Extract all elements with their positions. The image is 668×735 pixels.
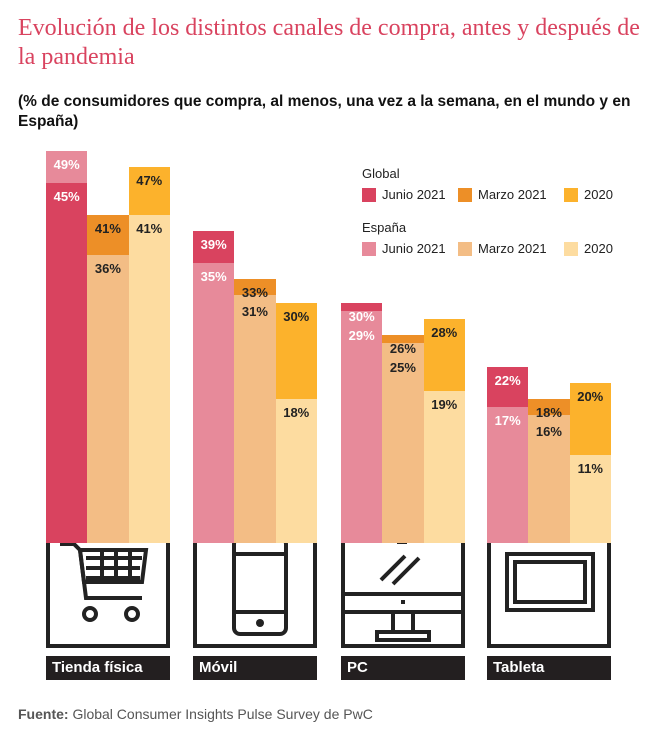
category-label: Tableta bbox=[487, 656, 611, 680]
bar-spain bbox=[487, 407, 529, 543]
bar-spain bbox=[569, 455, 611, 543]
bar-spain bbox=[341, 311, 383, 543]
category-label: Tienda física bbox=[46, 656, 170, 680]
legend-label: Junio 2021 bbox=[382, 241, 446, 256]
legend-item: Marzo 2021 bbox=[458, 241, 547, 256]
legend-item: 2020 bbox=[564, 187, 613, 202]
category-label: PC bbox=[341, 656, 465, 680]
bar-spain bbox=[87, 255, 129, 543]
legend-label: Junio 2021 bbox=[382, 187, 446, 202]
legend-label: 2020 bbox=[584, 187, 613, 202]
data-label-global: 45% bbox=[53, 189, 80, 204]
legend-global-heading: Global bbox=[362, 166, 400, 181]
legend-item: 2020 bbox=[564, 241, 613, 256]
legend-swatch bbox=[362, 241, 376, 256]
data-label-global: 30% bbox=[348, 309, 375, 324]
legend-item: Junio 2021 bbox=[362, 241, 446, 256]
bar-spain bbox=[128, 215, 170, 543]
data-label-global: 20% bbox=[577, 389, 604, 404]
data-label-spain: 41% bbox=[136, 221, 163, 236]
data-label-spain: 16% bbox=[535, 424, 562, 439]
legend-swatch bbox=[362, 187, 376, 202]
bar-spain bbox=[193, 263, 235, 543]
legend-swatch bbox=[458, 241, 472, 256]
data-label-spain: 18% bbox=[283, 405, 310, 420]
data-label-spain: 31% bbox=[241, 304, 268, 319]
category-label: Móvil bbox=[193, 656, 317, 680]
bar-spain bbox=[423, 391, 465, 543]
legend-label: Marzo 2021 bbox=[478, 241, 547, 256]
chart-title: Evolución de los distintos canales de co… bbox=[18, 15, 640, 70]
data-label-global: 26% bbox=[389, 341, 416, 356]
data-label-global: 33% bbox=[241, 285, 268, 300]
source-text: Global Consumer Insights Pulse Survey de… bbox=[68, 706, 373, 722]
data-label-spain: 19% bbox=[431, 397, 458, 412]
bar-global bbox=[46, 183, 88, 543]
data-label-global: 47% bbox=[136, 173, 163, 188]
data-label-global: 18% bbox=[535, 405, 562, 420]
data-label-global: 28% bbox=[431, 325, 458, 340]
legend-swatch bbox=[564, 187, 578, 202]
data-label-spain: 29% bbox=[348, 328, 375, 343]
data-label-spain: 11% bbox=[577, 461, 603, 476]
data-label-global: 39% bbox=[200, 237, 227, 252]
data-label-spain: 36% bbox=[94, 261, 121, 276]
bar-spain bbox=[234, 295, 276, 543]
bar-spain bbox=[528, 415, 570, 543]
legend-item: Marzo 2021 bbox=[458, 187, 547, 202]
data-label-global: 30% bbox=[283, 309, 310, 324]
legend-label: 2020 bbox=[584, 241, 613, 256]
legend-label: Marzo 2021 bbox=[478, 187, 547, 202]
bar-spain bbox=[275, 399, 317, 543]
bar-spain bbox=[382, 343, 424, 543]
chart-subtitle: (% de consumidores que compra, al menos,… bbox=[18, 93, 631, 130]
legend-swatch bbox=[458, 187, 472, 202]
data-label-spain: 17% bbox=[494, 413, 521, 428]
data-label-spain: 25% bbox=[389, 360, 416, 375]
legend-item: Junio 2021 bbox=[362, 187, 446, 202]
data-label-spain: 49% bbox=[53, 157, 80, 172]
legend-spain-heading: España bbox=[362, 220, 407, 235]
legend-swatch bbox=[564, 241, 578, 256]
data-label-global: 22% bbox=[494, 373, 521, 388]
data-label-global: 41% bbox=[94, 221, 121, 236]
data-label-spain: 35% bbox=[200, 269, 227, 284]
source-label: Fuente: bbox=[18, 706, 69, 722]
source-note: Fuente: Global Consumer Insights Pulse S… bbox=[18, 706, 373, 722]
